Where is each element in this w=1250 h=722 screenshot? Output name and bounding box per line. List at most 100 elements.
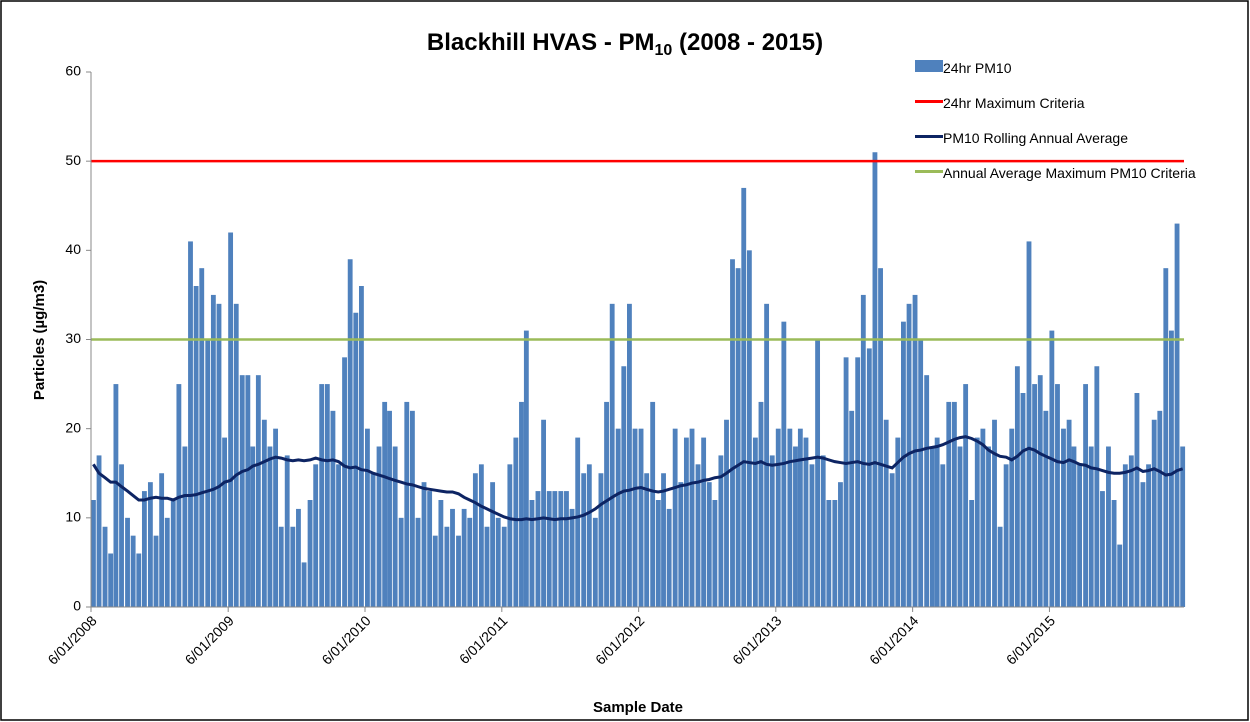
bar — [661, 473, 666, 607]
bar — [1117, 544, 1123, 607]
bar — [769, 455, 775, 607]
legend-swatch — [915, 135, 943, 138]
bar — [1083, 384, 1089, 607]
bar — [216, 303, 222, 607]
bar — [376, 446, 382, 607]
bar — [860, 294, 866, 607]
y-tick-label: 10 — [65, 509, 81, 525]
bar — [153, 535, 159, 607]
bar — [895, 437, 901, 607]
bar — [523, 330, 529, 607]
bar — [392, 446, 398, 607]
x-axis-title: Sample Date — [593, 699, 683, 716]
bar — [141, 491, 147, 607]
bar — [883, 419, 889, 607]
bar — [730, 259, 735, 607]
bar — [609, 303, 615, 607]
bar — [438, 500, 444, 607]
bar — [170, 500, 176, 607]
y-tick-label: 0 — [73, 598, 81, 614]
bar — [752, 437, 758, 607]
bar — [239, 375, 245, 607]
line — [92, 435, 1184, 522]
bar — [444, 526, 450, 607]
y-tick-label: 60 — [65, 63, 81, 79]
bar — [501, 526, 507, 607]
bar — [1055, 384, 1060, 607]
bar — [210, 294, 216, 607]
bar — [569, 508, 575, 607]
bar — [803, 437, 809, 607]
bar — [546, 491, 552, 607]
bar — [992, 419, 997, 607]
bar — [924, 375, 930, 607]
bar — [906, 303, 912, 607]
bar — [764, 303, 770, 607]
bar — [1146, 464, 1151, 607]
bar — [957, 446, 963, 607]
bar — [849, 410, 855, 607]
bar — [284, 455, 290, 607]
bar — [398, 517, 404, 607]
bar — [552, 491, 558, 607]
bar — [1140, 482, 1146, 607]
bar — [1122, 464, 1128, 607]
bar — [261, 419, 267, 607]
bar — [1003, 464, 1009, 607]
bar — [627, 303, 632, 607]
bar — [324, 384, 330, 607]
bar — [1151, 419, 1157, 607]
bar — [843, 357, 849, 607]
y-tick-label: 20 — [65, 419, 81, 435]
bar — [313, 464, 319, 607]
plot-area — [91, 152, 1186, 608]
bar — [621, 366, 627, 607]
bar — [382, 401, 388, 607]
bar — [986, 446, 991, 607]
bar — [228, 232, 234, 607]
bar — [775, 428, 781, 607]
bar — [233, 303, 239, 607]
bar — [855, 357, 861, 607]
bar — [997, 526, 1003, 607]
bar — [683, 437, 689, 607]
bar — [946, 401, 952, 607]
bar — [564, 491, 569, 607]
bar — [644, 473, 650, 607]
bar — [735, 268, 741, 607]
bar — [159, 473, 165, 607]
bar — [974, 437, 980, 607]
bar — [1026, 241, 1032, 607]
bar — [969, 500, 975, 607]
bar — [1077, 464, 1083, 607]
bar — [456, 535, 461, 607]
bar — [278, 526, 284, 607]
bar — [461, 508, 467, 607]
y-tick-label: 30 — [65, 330, 81, 346]
bar — [342, 357, 347, 607]
bar — [205, 339, 211, 607]
bar — [359, 286, 364, 607]
bar — [672, 428, 678, 607]
bar — [838, 482, 843, 607]
bar — [655, 500, 661, 607]
bar — [1088, 446, 1094, 607]
bar — [1094, 366, 1100, 607]
bar — [878, 268, 883, 607]
bar — [472, 473, 478, 607]
bar — [712, 500, 718, 607]
y-axis-title: Particles (µg/m3) — [31, 280, 48, 400]
legend-item: PM10 Rolling Annual Average — [915, 128, 1245, 148]
bar — [918, 339, 924, 607]
legend-label: PM10 Rolling Annual Average — [943, 130, 1128, 146]
bar — [901, 321, 906, 607]
legend-swatch — [915, 170, 943, 173]
bar — [586, 464, 592, 607]
bar — [1134, 393, 1140, 607]
legend-item: Annual Average Maximum PM10 Criteria — [915, 163, 1245, 183]
bar — [529, 500, 535, 607]
bar — [1157, 410, 1163, 607]
bar — [199, 268, 205, 607]
bar — [307, 500, 313, 607]
